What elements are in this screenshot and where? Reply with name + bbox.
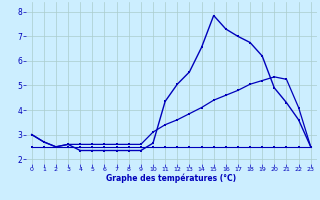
- X-axis label: Graphe des températures (°C): Graphe des températures (°C): [106, 174, 236, 183]
